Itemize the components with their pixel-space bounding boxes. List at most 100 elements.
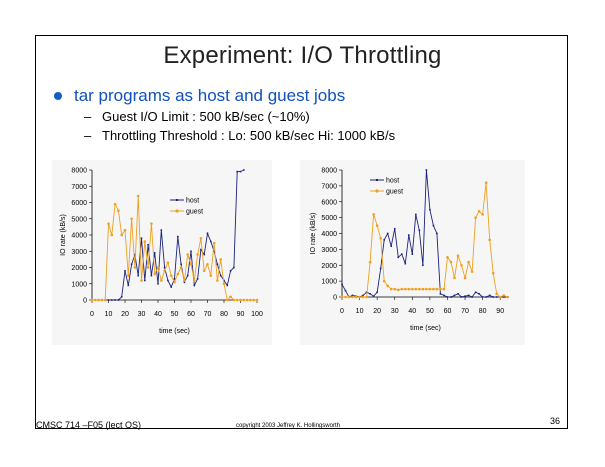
guest-point	[505, 295, 509, 299]
dash-icon: –	[84, 109, 92, 124]
guest-point	[202, 269, 206, 273]
y-tick-label: 8000	[321, 168, 337, 175]
host-point	[120, 295, 123, 298]
guest-point	[199, 236, 203, 240]
guest-point	[354, 295, 358, 299]
host-point	[134, 253, 136, 256]
page-number: 36	[550, 416, 561, 426]
host-point	[163, 266, 166, 269]
guest-point	[502, 294, 506, 297]
host-point	[425, 169, 428, 171]
guest-point	[428, 287, 432, 291]
y-tick-label: 7000	[321, 183, 337, 190]
legend-marker-host	[176, 199, 178, 201]
y-tick-label: 3000	[71, 249, 87, 256]
io-rate-chart-left: 0 1000 2000 3000 4000 5000 6000 7000 8000 0 10 20 30…	[60, 168, 263, 336]
sub-bullet-threshold: – Throttling Threshold : Lo: 500 kB/sec H…	[84, 128, 395, 143]
host-point	[411, 253, 414, 255]
footer-course: CMSC 714 –F05 (lect OS)	[36, 420, 142, 430]
guest-point	[470, 270, 474, 273]
host-point	[495, 296, 498, 298]
guest-point	[389, 287, 393, 291]
host-point	[383, 239, 385, 241]
guest-point	[439, 287, 442, 291]
sub-bullet-text: Throttling Threshold : Lo: 500 kB/sec Hi…	[102, 128, 396, 143]
y-tick-label: 1000	[71, 281, 87, 288]
host-point	[397, 256, 400, 259]
guest-point	[153, 272, 156, 276]
guest-point	[123, 228, 127, 232]
x-tick-label: 90	[496, 308, 504, 315]
guest-point	[186, 253, 189, 256]
host-point	[390, 245, 393, 247]
host-point	[418, 229, 421, 232]
guest-point	[245, 298, 249, 302]
guest-point	[484, 181, 488, 184]
host-point	[173, 278, 176, 280]
host-point	[481, 296, 484, 298]
guest-point	[425, 287, 428, 291]
y-tick-label: 5000	[321, 215, 337, 222]
host-point	[453, 294, 456, 297]
guest-point	[411, 287, 414, 291]
x-tick-label: 90	[237, 311, 245, 318]
host-point	[362, 294, 364, 297]
x-tick-label: 10	[356, 308, 364, 315]
host-point	[365, 291, 368, 294]
host-point	[467, 294, 470, 297]
guest-point	[361, 295, 365, 299]
guest-point	[491, 271, 495, 275]
guest-point	[212, 241, 216, 245]
guest-point	[460, 263, 463, 267]
host-point	[124, 269, 126, 272]
dash-icon: –	[84, 128, 92, 143]
guest-point	[193, 279, 196, 282]
host-point	[376, 291, 378, 294]
x-tick-label: 70	[461, 308, 469, 315]
host-point	[492, 296, 494, 298]
legend-label-host: host	[186, 198, 199, 205]
legend-marker-guest	[375, 189, 379, 193]
guest-point	[169, 274, 173, 277]
x-tick-label: 0	[90, 311, 94, 318]
main-bullet: tar programs as host and guest jobs	[54, 86, 345, 106]
host-point	[393, 227, 396, 230]
host-point	[460, 296, 463, 298]
guest-point	[117, 209, 120, 212]
x-tick-label: 40	[154, 311, 162, 318]
footer-copyright: copyright 2003 Jeffrey K. Hollingsworth	[236, 423, 340, 429]
guest-point	[442, 287, 446, 291]
series-line-guest	[92, 195, 257, 301]
host-point	[488, 294, 491, 297]
guest-point	[189, 262, 193, 266]
x-tick-label: 100	[251, 311, 263, 318]
guest-point	[449, 260, 453, 264]
guest-point	[386, 284, 390, 288]
host-point	[127, 284, 130, 287]
guest-point	[252, 298, 255, 302]
y-axis-label: IO rate (kB/s)	[310, 213, 317, 255]
guest-point	[347, 295, 351, 299]
guest-point	[368, 260, 372, 264]
guest-point	[232, 298, 236, 302]
guest-point	[414, 287, 418, 291]
guest-point	[107, 222, 110, 225]
series-line-host	[341, 169, 508, 298]
host-point	[144, 279, 146, 282]
slide-title: Experiment: I/O Throttling	[163, 42, 442, 69]
host-point	[450, 296, 452, 298]
guest-point	[498, 295, 502, 299]
guest-point	[382, 279, 386, 283]
guest-point	[488, 238, 491, 242]
guest-point	[407, 287, 411, 291]
host-point	[196, 278, 199, 280]
host-point	[379, 267, 382, 270]
guest-point	[156, 266, 160, 269]
host-point	[170, 286, 172, 288]
host-point	[130, 263, 133, 266]
host-point	[408, 234, 410, 236]
guest-point	[400, 287, 404, 291]
host-point	[229, 269, 232, 272]
guest-point	[219, 258, 222, 261]
guest-point	[222, 282, 226, 286]
